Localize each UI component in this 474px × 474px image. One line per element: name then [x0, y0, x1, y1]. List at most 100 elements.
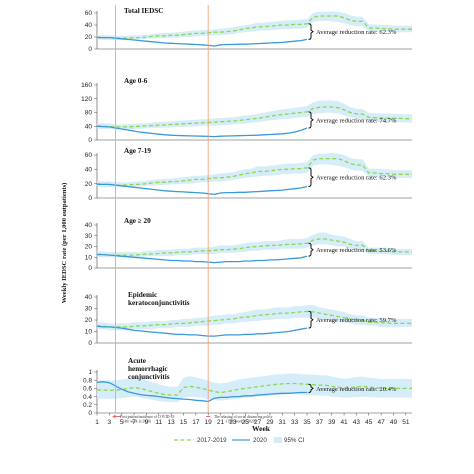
ci-band [97, 232, 412, 258]
x-axis: 1 3 5 7 9 11 13 15 17 19 21 23 25 27 29 31 33 35 37 39 41 43 4… [95, 413, 410, 426]
reduction-rate-label: Average reduction rate: 62.3% [316, 29, 397, 36]
panel: 0 10 20 30 40 Average reduction rate: 59.7% Ep… [85, 291, 412, 347]
y-tick-label: 0 [88, 137, 92, 144]
reduction-rate-label: Average reduction rate: 59.7% [316, 317, 397, 324]
series-line-2020 [97, 183, 308, 196]
y-tick-label: 10 [85, 254, 93, 261]
event-marker-arrow [112, 414, 116, 419]
series-line-baseline [96, 310, 412, 328]
y-tick-label: 0 [88, 410, 92, 417]
x-tick-label: 7 [132, 419, 136, 426]
panel: 0 10 20 30 40 Average reduction rate: 53.6% Ag… [85, 217, 412, 272]
panel-title: hemorrhagic [128, 365, 168, 373]
series-line-baseline [96, 106, 412, 128]
y-tick-label: 20 [85, 181, 93, 188]
legend-label: 95% CI [284, 437, 305, 444]
x-tick-label: 21 [217, 419, 225, 426]
y-tick-label: 80 [85, 110, 93, 117]
series-line-baseline [97, 382, 412, 396]
reduction-rate-label: Average reduction rate: 53.6% [316, 247, 397, 254]
y-tick-label: 0.6 [83, 386, 92, 393]
x-tick-label: 29 [266, 419, 274, 426]
y-tick-label: 160 [81, 82, 92, 89]
y-tick-label: 20 [85, 317, 93, 324]
x-tick-label: 17 [192, 419, 200, 426]
event-label: (19th week in 2020) [226, 420, 257, 424]
event-label: First patient/incidence of COVID-19 [120, 415, 175, 419]
x-tick-label: 25 [242, 419, 250, 426]
legend-swatch-ci [274, 437, 282, 443]
reduction-bracket [308, 23, 314, 40]
y-tick-label: 40 [85, 222, 93, 229]
x-tick-label: 5 [120, 419, 124, 426]
x-tick-label: 45 [365, 419, 373, 426]
x-tick-label: 23 [229, 419, 237, 426]
x-tick-label: 35 [303, 419, 311, 426]
y-tick-label: 60 [85, 10, 93, 17]
x-tick-label: 31 [279, 419, 287, 426]
y-tick-label: 0 [88, 46, 92, 53]
y-tick-label: 20 [85, 34, 93, 41]
series-line-baseline [96, 15, 412, 39]
y-tick-label: 30 [85, 233, 93, 240]
reduction-rate-label: Average reduction rate: 20.4% [316, 386, 397, 393]
y-tick-label: 0.4 [83, 394, 92, 401]
y-tick-label: 10 [85, 329, 93, 336]
x-tick-label: 39 [328, 419, 336, 426]
panel-title: Acute [128, 357, 146, 365]
ci-band [97, 152, 412, 188]
reduction-bracket [308, 383, 314, 393]
panel: 0 20 40 60 Average reduction rate: 62.3% Tota… [85, 7, 412, 53]
y-tick-label: 0 [88, 265, 92, 272]
y-tick-label: 0 [88, 195, 92, 202]
series-line-2020 [96, 125, 308, 138]
y-tick-label: 0 [88, 340, 92, 347]
x-tick-label: 47 [378, 419, 386, 426]
x-tick-label: 33 [291, 419, 299, 426]
legend-label: 2017-2019 [197, 437, 227, 444]
x-tick-label: 41 [340, 419, 348, 426]
series-line-2020 [97, 253, 308, 264]
series-line-baseline [96, 157, 412, 186]
series-line-2020 [97, 36, 308, 47]
event-label: The relaxing of social distancing policy [214, 415, 273, 419]
ci-band [97, 100, 412, 130]
y-tick-label: 40 [85, 22, 93, 29]
x-tick-label: 19 [205, 419, 213, 426]
y-tick-label: 0.2 [83, 402, 92, 409]
panel-title: Age 0-6 [124, 77, 148, 85]
panel-title: keratoconjunctivitis [128, 299, 190, 307]
panel: 0 40 80 120 160 Average reduction rate: 74.7%… [81, 77, 412, 144]
legend: 2017-2019 2020 95% CI [174, 437, 305, 444]
panel-title: Epidemic [128, 291, 158, 299]
x-tick-label: 37 [316, 419, 324, 426]
y-tick-label: 40 [85, 123, 93, 130]
x-tick-label: 15 [180, 419, 188, 426]
y-tick-label: 60 [85, 152, 93, 159]
reduction-rate-label: Average reduction rate: 62.3% [316, 175, 397, 182]
x-tick-label: 49 [390, 419, 398, 426]
y-tick-label: 30 [85, 306, 93, 313]
event-label: (4th week in 2020) [123, 420, 152, 424]
series-line-2020 [96, 325, 308, 337]
reduction-rate-label: Average reduction rate: 74.7% [316, 117, 397, 124]
panels: 0 20 40 60 Average reduction rate: 62.3% Tota… [81, 7, 412, 417]
y-tick-label: 120 [81, 96, 92, 103]
panel: 0 20 40 60 Average reduction rate: 62.3% Age … [85, 147, 412, 202]
y-tick-label: 40 [85, 167, 93, 174]
x-tick-label: 51 [402, 419, 410, 426]
panel-title: Total IEDSC [124, 7, 163, 15]
x-tick-label: 3 [108, 419, 112, 426]
y-tick-label: 20 [85, 244, 93, 251]
x-tick-label: 1 [95, 419, 99, 426]
panel-title: Age 7-19 [124, 147, 151, 155]
y-tick-label: 40 [85, 294, 93, 301]
x-tick-label: 13 [168, 419, 176, 426]
x-tick-label: 43 [353, 419, 361, 426]
panel-title: conjunctivitis [128, 373, 170, 381]
y-axis-label: Weekly IEDSC rate (per 1,000 outpatients… [61, 183, 68, 304]
y-tick-label: 0.8 [83, 377, 92, 384]
series-line-2020 [96, 381, 307, 403]
series-line-baseline [96, 238, 412, 256]
